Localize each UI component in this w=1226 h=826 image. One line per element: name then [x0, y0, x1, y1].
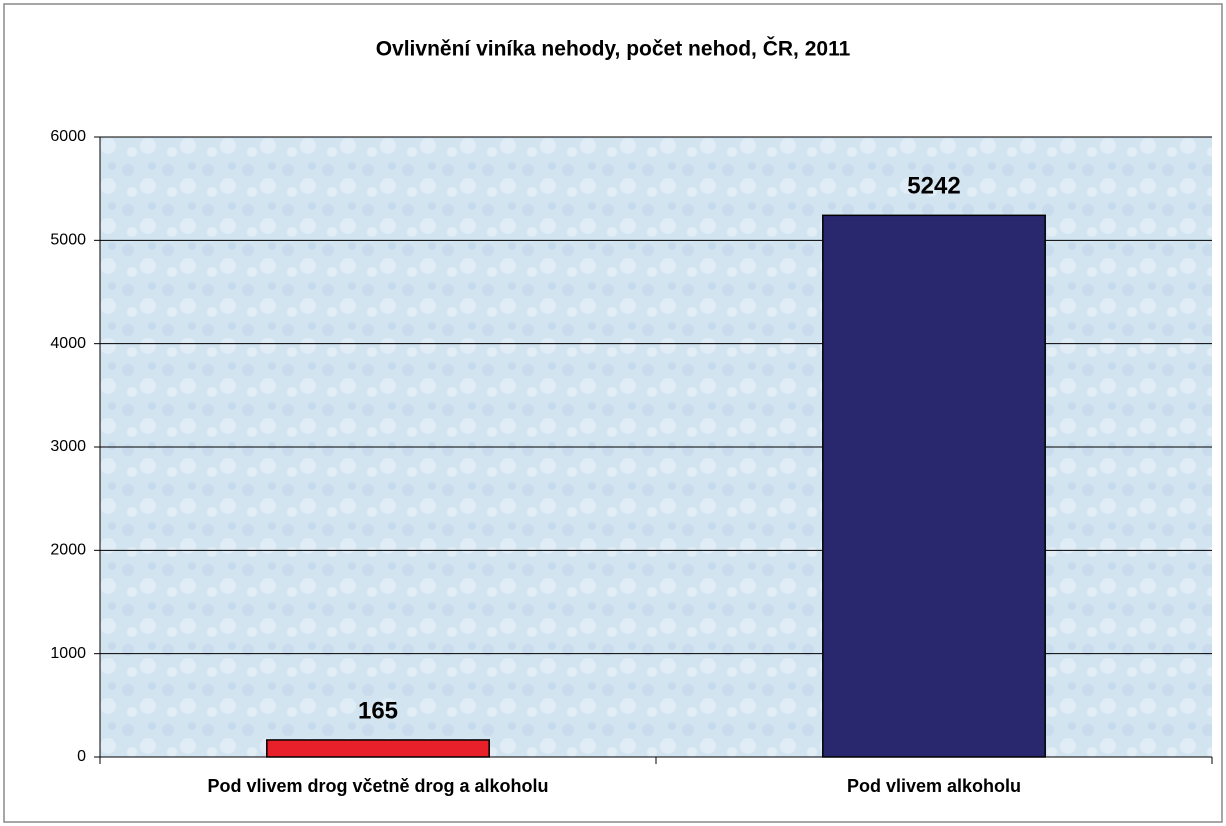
plot: 0 1000 2000 3000 4000 5000 6000 Pod vlivem drog… — [50, 128, 1213, 796]
x-tick-label: Pod vlivem drog včetně drog a alkoholu — [207, 776, 548, 796]
data-label: 5242 — [907, 173, 960, 200]
y-tick-label: 4000 — [50, 335, 86, 352]
y-tick-label: 1000 — [50, 645, 86, 662]
data-label: 165 — [358, 697, 398, 724]
bar — [822, 214, 1046, 758]
y-tick-label: 3000 — [50, 438, 86, 455]
bar — [266, 739, 490, 758]
y-tick-label: 0 — [77, 748, 86, 765]
y-tick-label: 5000 — [50, 232, 86, 249]
y-tick-label: 6000 — [50, 128, 86, 145]
y-tick-label: 2000 — [50, 542, 86, 559]
chart-title: Ovlivnění viníka nehody, počet nehod, ČR… — [376, 37, 851, 61]
x-tick-label: Pod vlivem alkoholu — [847, 776, 1021, 796]
